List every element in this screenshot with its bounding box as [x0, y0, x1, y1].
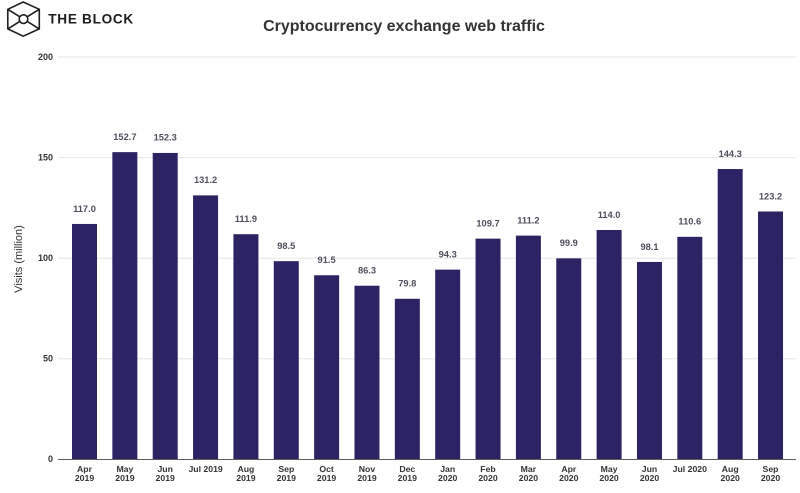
svg-text:Aug: Aug: [722, 464, 739, 474]
svg-text:0: 0: [48, 454, 53, 464]
svg-text:200: 200: [38, 52, 53, 62]
svg-text:Jan: Jan: [440, 464, 455, 474]
svg-text:2020: 2020: [519, 473, 538, 483]
svg-text:Nov: Nov: [359, 464, 376, 474]
svg-text:2019: 2019: [398, 473, 417, 483]
svg-text:2020: 2020: [761, 473, 780, 483]
svg-text:2019: 2019: [75, 473, 94, 483]
svg-text:131.2: 131.2: [194, 175, 217, 185]
svg-text:144.3: 144.3: [719, 149, 742, 159]
svg-text:Cryptocurrency exchange web tr: Cryptocurrency exchange web traffic: [263, 18, 545, 35]
svg-text:2019: 2019: [156, 473, 175, 483]
svg-text:2019: 2019: [317, 473, 336, 483]
svg-text:Oct: Oct: [319, 464, 334, 474]
svg-text:May: May: [601, 464, 618, 474]
svg-text:152.7: 152.7: [113, 132, 136, 142]
svg-text:110.6: 110.6: [678, 217, 701, 227]
svg-text:2020: 2020: [721, 473, 740, 483]
svg-text:98.1: 98.1: [640, 242, 658, 252]
svg-text:150: 150: [38, 153, 53, 163]
svg-text:91.5: 91.5: [318, 255, 336, 265]
svg-text:111.9: 111.9: [235, 214, 257, 224]
svg-text:Jun: Jun: [642, 464, 657, 474]
svg-text:109.7: 109.7: [476, 218, 499, 228]
svg-text:Jun: Jun: [157, 464, 172, 474]
svg-text:117.0: 117.0: [73, 204, 96, 214]
svg-text:86.3: 86.3: [358, 266, 376, 276]
svg-text:111.2: 111.2: [517, 215, 539, 225]
svg-text:98.5: 98.5: [277, 241, 295, 251]
svg-text:May: May: [116, 464, 133, 474]
svg-text:Dec: Dec: [399, 464, 415, 474]
svg-text:Sep: Sep: [278, 464, 294, 474]
svg-text:2020: 2020: [478, 473, 497, 483]
svg-text:2020: 2020: [640, 473, 659, 483]
svg-text:79.8: 79.8: [398, 279, 416, 289]
svg-text:Jul 2020: Jul 2020: [673, 464, 707, 474]
svg-text:Feb: Feb: [480, 464, 495, 474]
svg-text:123.2: 123.2: [759, 191, 782, 201]
svg-text:2020: 2020: [559, 473, 578, 483]
svg-text:94.3: 94.3: [439, 249, 457, 259]
svg-text:Sep: Sep: [763, 464, 779, 474]
svg-text:Apr: Apr: [77, 464, 93, 474]
svg-text:2019: 2019: [277, 473, 296, 483]
svg-text:2020: 2020: [599, 473, 618, 483]
svg-text:2019: 2019: [357, 473, 376, 483]
svg-text:99.9: 99.9: [560, 238, 578, 248]
svg-text:THE BLOCK: THE BLOCK: [48, 12, 134, 27]
svg-text:50: 50: [43, 354, 53, 364]
svg-text:Visits (million): Visits (million): [13, 225, 25, 293]
svg-text:100: 100: [38, 253, 53, 263]
svg-text:Mar: Mar: [521, 464, 537, 474]
svg-text:Apr: Apr: [561, 464, 577, 474]
svg-text:152.3: 152.3: [154, 133, 177, 143]
svg-text:2019: 2019: [115, 473, 134, 483]
svg-text:2020: 2020: [438, 473, 457, 483]
svg-text:Aug: Aug: [237, 464, 254, 474]
svg-text:Jul 2019: Jul 2019: [188, 464, 222, 474]
svg-text:2019: 2019: [236, 473, 255, 483]
svg-text:114.0: 114.0: [598, 210, 621, 220]
